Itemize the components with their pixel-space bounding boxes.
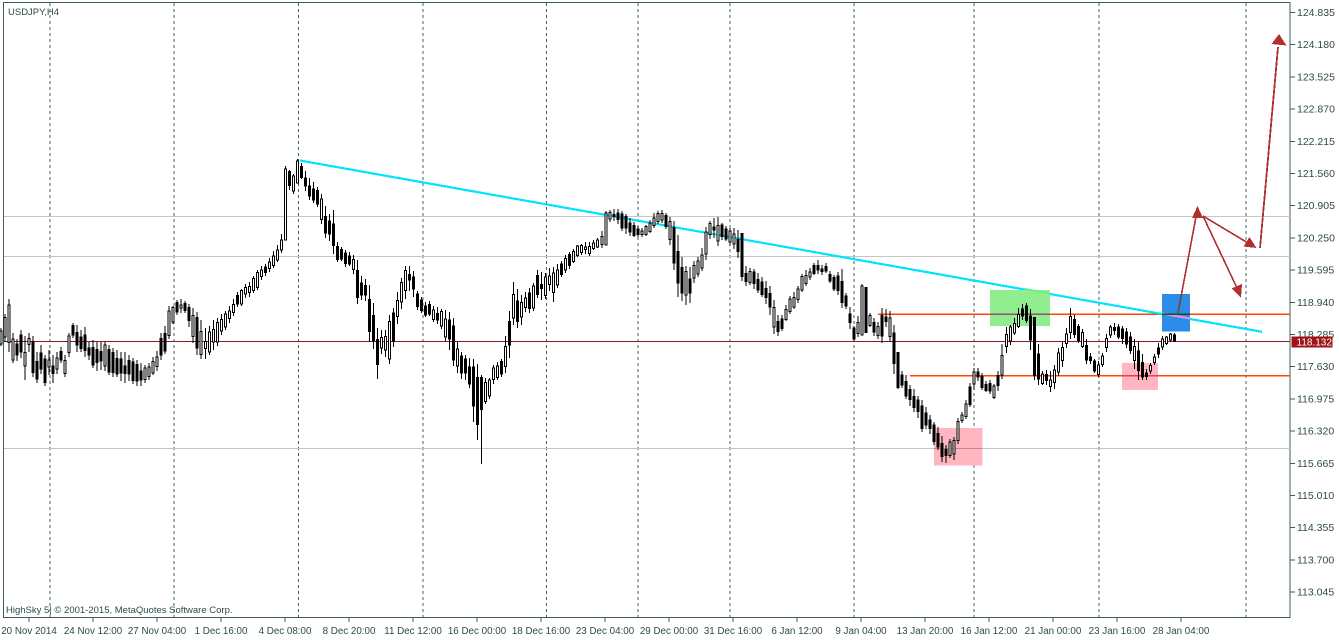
svg-text:11 Dec 12:00: 11 Dec 12:00 bbox=[384, 626, 442, 637]
svg-text:USDJPY,H4: USDJPY,H4 bbox=[8, 7, 59, 18]
svg-text:118.132: 118.132 bbox=[1297, 338, 1333, 349]
svg-text:123.525: 123.525 bbox=[1297, 71, 1335, 83]
svg-text:27 Nov 04:00: 27 Nov 04:00 bbox=[128, 626, 187, 637]
svg-text:113.700: 113.700 bbox=[1297, 554, 1334, 566]
svg-text:120.905: 120.905 bbox=[1297, 200, 1335, 212]
svg-text:9 Jan 04:00: 9 Jan 04:00 bbox=[835, 626, 887, 637]
svg-text:116.320: 116.320 bbox=[1297, 426, 1334, 438]
svg-text:124.180: 124.180 bbox=[1297, 39, 1335, 51]
svg-text:1 Dec 16:00: 1 Dec 16:00 bbox=[195, 626, 248, 637]
svg-text:119.595: 119.595 bbox=[1297, 265, 1334, 277]
svg-text:31 Dec 16:00: 31 Dec 16:00 bbox=[704, 626, 763, 637]
svg-text:16 Dec 00:00: 16 Dec 00:00 bbox=[448, 626, 507, 637]
svg-text:120.250: 120.250 bbox=[1297, 232, 1335, 244]
svg-text:HighSky 5¦ © 2001-2015, MetaQu: HighSky 5¦ © 2001-2015, MetaQuotes Softw… bbox=[6, 605, 233, 616]
svg-text:4 Dec 08:00: 4 Dec 08:00 bbox=[259, 626, 312, 637]
svg-text:28 Jan 04:00: 28 Jan 04:00 bbox=[1153, 626, 1210, 637]
svg-text:23 Dec 04:00: 23 Dec 04:00 bbox=[576, 626, 635, 637]
svg-text:114.355: 114.355 bbox=[1297, 522, 1334, 534]
svg-text:16 Jan 12:00: 16 Jan 12:00 bbox=[961, 626, 1018, 637]
svg-text:20 Nov 2014: 20 Nov 2014 bbox=[1, 626, 57, 637]
svg-text:23 Jan 16:00: 23 Jan 16:00 bbox=[1089, 626, 1146, 637]
svg-text:124.835: 124.835 bbox=[1297, 7, 1335, 19]
svg-text:122.870: 122.870 bbox=[1297, 104, 1335, 116]
svg-text:21 Jan 00:00: 21 Jan 00:00 bbox=[1025, 626, 1082, 637]
svg-text:121.560: 121.560 bbox=[1297, 168, 1335, 180]
svg-text:18 Dec 16:00: 18 Dec 16:00 bbox=[512, 626, 571, 637]
svg-text:8 Dec 20:00: 8 Dec 20:00 bbox=[323, 626, 376, 637]
svg-text:29 Dec 00:00: 29 Dec 00:00 bbox=[640, 626, 699, 637]
svg-text:6 Jan 12:00: 6 Jan 12:00 bbox=[771, 626, 823, 637]
svg-text:13 Jan 20:00: 13 Jan 20:00 bbox=[897, 626, 954, 637]
svg-text:122.215: 122.215 bbox=[1297, 136, 1335, 148]
svg-text:113.045: 113.045 bbox=[1297, 587, 1334, 599]
svg-text:117.630: 117.630 bbox=[1297, 361, 1334, 373]
svg-text:24 Nov 12:00: 24 Nov 12:00 bbox=[64, 626, 123, 637]
svg-text:118.940: 118.940 bbox=[1297, 297, 1334, 309]
svg-text:115.665: 115.665 bbox=[1297, 458, 1334, 470]
svg-text:115.010: 115.010 bbox=[1297, 490, 1334, 502]
svg-text:116.975: 116.975 bbox=[1297, 393, 1334, 405]
